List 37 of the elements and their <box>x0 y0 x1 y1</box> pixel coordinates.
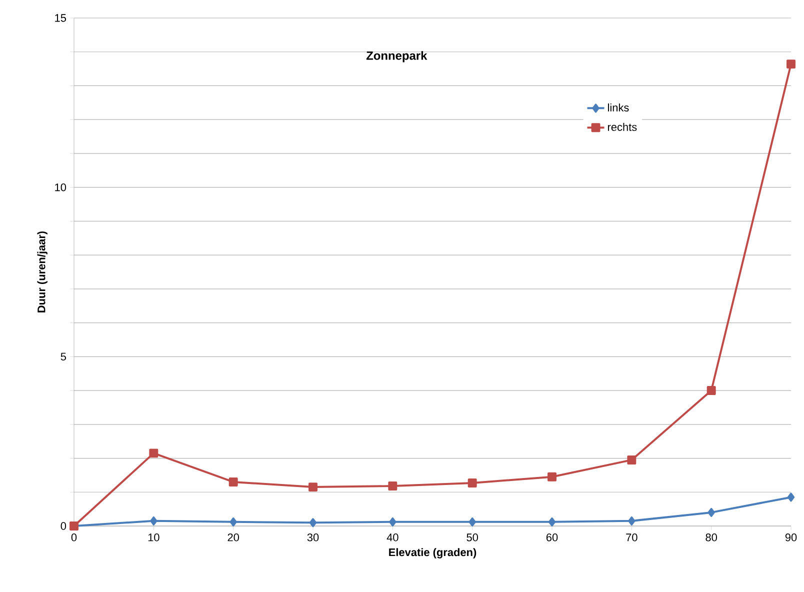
point <box>708 508 715 517</box>
legend-label: rechts <box>608 122 637 131</box>
y-axis-title: Duur (uren/jaar) <box>37 231 48 312</box>
x-tick-label: 10 <box>148 534 160 542</box>
point <box>309 518 317 528</box>
point <box>548 517 556 526</box>
point <box>548 472 556 482</box>
x-tick-label: 20 <box>228 534 239 542</box>
point <box>627 455 636 464</box>
point <box>228 477 238 486</box>
point <box>468 517 476 526</box>
point <box>786 60 796 69</box>
x-tick-label: 0 <box>71 534 77 542</box>
legend-label: links <box>608 103 629 112</box>
y-tick-label: 15 <box>55 14 66 22</box>
x-axis-title: Elevatie (graden) <box>389 548 476 558</box>
point <box>149 448 158 458</box>
x-tick-label: 70 <box>626 534 638 542</box>
x-tick-label: 30 <box>307 534 319 542</box>
point <box>628 516 636 526</box>
x-tick-label: 50 <box>466 534 478 542</box>
point <box>468 478 477 488</box>
point <box>389 517 396 526</box>
x-tick-label: 80 <box>706 534 717 542</box>
x-tick-label: 90 <box>785 534 797 542</box>
y-tick-label: 10 <box>55 183 66 192</box>
y-tick-label: 0 <box>60 522 66 530</box>
point <box>150 516 158 526</box>
text: Zonnepark <box>366 51 428 62</box>
point <box>230 517 237 526</box>
x-tick-label: 40 <box>386 534 398 542</box>
point <box>388 482 398 491</box>
point <box>308 482 318 492</box>
x-tick-label: 60 <box>546 534 558 542</box>
point <box>706 386 716 396</box>
y-tick-label: 5 <box>60 352 66 360</box>
point <box>787 492 795 502</box>
